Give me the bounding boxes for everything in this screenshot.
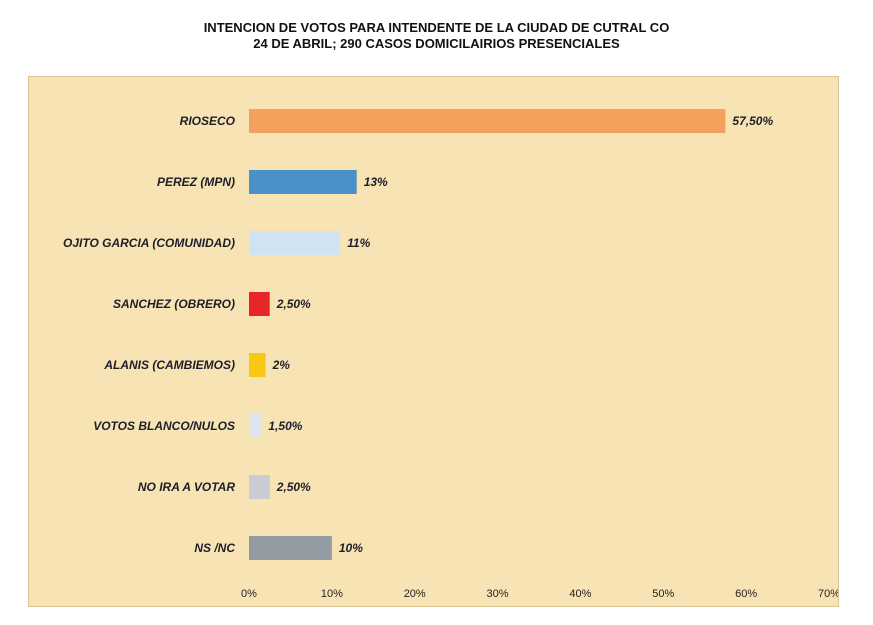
value-label-1: 13% bbox=[364, 175, 388, 189]
x-tick-label-3: 30% bbox=[487, 588, 509, 600]
chart-subtitle: 24 DE ABRIL; 290 CASOS DOMICILAIRIOS PRE… bbox=[253, 36, 620, 51]
category-label-0: RIOSECO bbox=[180, 114, 236, 128]
bar-3 bbox=[249, 292, 270, 316]
value-label-7: 10% bbox=[339, 541, 363, 555]
x-tick-label-0: 0% bbox=[241, 588, 257, 600]
category-label-1: PEREZ (MPN) bbox=[157, 175, 235, 189]
chart-panel: RIOSECO 57,50% PEREZ (MPN) 13% OJITO GARCIA … bbox=[28, 76, 840, 607]
category-label-6: NO IRA A VOTAR bbox=[138, 480, 235, 494]
value-label-6: 2,50% bbox=[276, 480, 311, 494]
value-label-0: 57,50% bbox=[732, 114, 773, 128]
x-tick-label-7: 70% bbox=[818, 588, 838, 600]
bar-0 bbox=[249, 109, 726, 133]
bars-layer bbox=[249, 109, 726, 560]
x-tick-label-6: 60% bbox=[735, 588, 757, 600]
chart-title-block: INTENCION DE VOTOS PARA INTENDENTE DE LA… bbox=[0, 20, 873, 52]
x-tick-label-4: 40% bbox=[569, 588, 591, 600]
value-label-3: 2,50% bbox=[276, 297, 311, 311]
category-label-4: ALANIS (CAMBIEMOS) bbox=[103, 358, 235, 372]
bar-2 bbox=[249, 231, 341, 255]
x-axis-ticks: 0% 10% 20% 30% 40% 50% 60% 70% bbox=[241, 588, 840, 600]
category-label-5: VOTOS BLANCO/NULOS bbox=[93, 419, 235, 433]
x-tick-label-1: 10% bbox=[321, 588, 343, 600]
x-tick-label-5: 50% bbox=[652, 588, 674, 600]
value-label-2: 11% bbox=[347, 236, 370, 250]
bar-7 bbox=[249, 536, 332, 560]
chart-title: INTENCION DE VOTOS PARA INTENDENTE DE LA… bbox=[203, 20, 670, 35]
labels-layer: RIOSECO 57,50% PEREZ (MPN) 13% OJITO GARCIA … bbox=[63, 114, 773, 555]
bar-4 bbox=[249, 353, 266, 377]
bar-1 bbox=[249, 170, 357, 194]
bar-6 bbox=[249, 475, 270, 499]
bar-chart: RIOSECO 57,50% PEREZ (MPN) 13% OJITO GARCIA … bbox=[63, 109, 840, 600]
x-tick-label-2: 20% bbox=[404, 588, 426, 600]
category-label-7: NS /NC bbox=[194, 541, 235, 555]
value-label-4: 2% bbox=[272, 358, 291, 372]
category-label-2: OJITO GARCIA (COMUNIDAD) bbox=[63, 236, 235, 250]
category-label-3: SANCHEZ (OBRERO) bbox=[113, 297, 235, 311]
bar-5 bbox=[249, 414, 262, 438]
value-label-5: 1,50% bbox=[268, 419, 302, 433]
